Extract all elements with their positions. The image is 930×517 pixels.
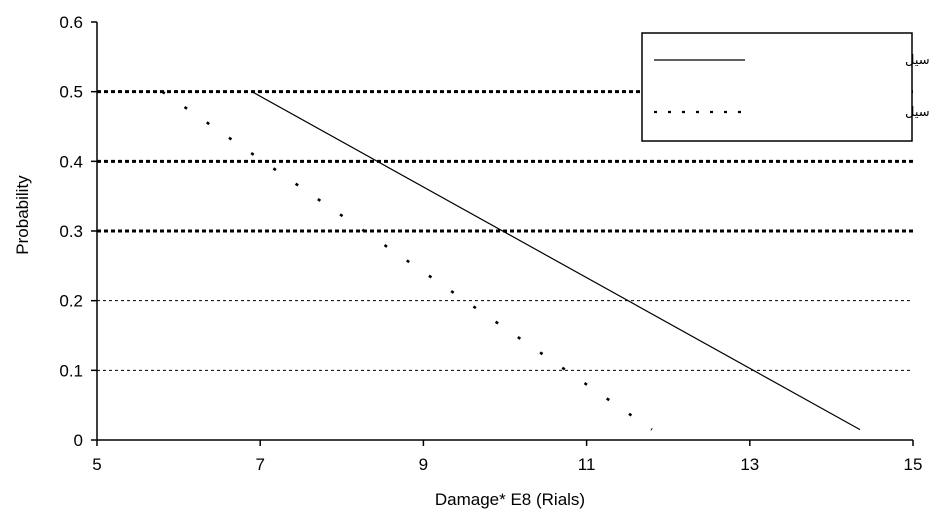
x-tick-label: 11: [578, 455, 596, 474]
y-tick-label: 0.5: [59, 83, 83, 102]
y-axis-label: Probability: [13, 175, 32, 255]
series-line-1: [251, 91, 861, 431]
x-ticks: 5 7 9 11 13 15: [92, 440, 922, 474]
legend-label-without-warning: بدون سیستم هشدار سیل: [905, 52, 930, 68]
series-line-2: [161, 90, 653, 431]
legend-box: [641, 32, 913, 142]
y-tick-label: 0.4: [59, 152, 83, 171]
y-tick-label: 0.6: [59, 13, 83, 32]
series-lines: [161, 90, 861, 431]
legend: بدون سیستم هشدار سیل با سیستم هشدار سیل: [641, 32, 930, 142]
x-tick-label: 7: [255, 455, 264, 474]
y-ticks: 0 0.1 0.2 0.3 0.4 0.5 0.6: [59, 13, 97, 450]
y-tick-label: 0.2: [59, 292, 83, 311]
y-tick-label: 0: [74, 431, 83, 450]
x-axis-label: Damage* E8 (Rials): [435, 490, 585, 509]
y-tick-label: 0.3: [59, 222, 83, 241]
y-tick-label: 0.1: [59, 361, 83, 380]
x-tick-label: 13: [740, 455, 759, 474]
x-tick-label: 15: [904, 455, 923, 474]
legend-label-with-warning: با سیستم هشدار سیل: [905, 104, 930, 120]
x-tick-label: 5: [92, 455, 101, 474]
x-tick-label: 9: [419, 455, 428, 474]
